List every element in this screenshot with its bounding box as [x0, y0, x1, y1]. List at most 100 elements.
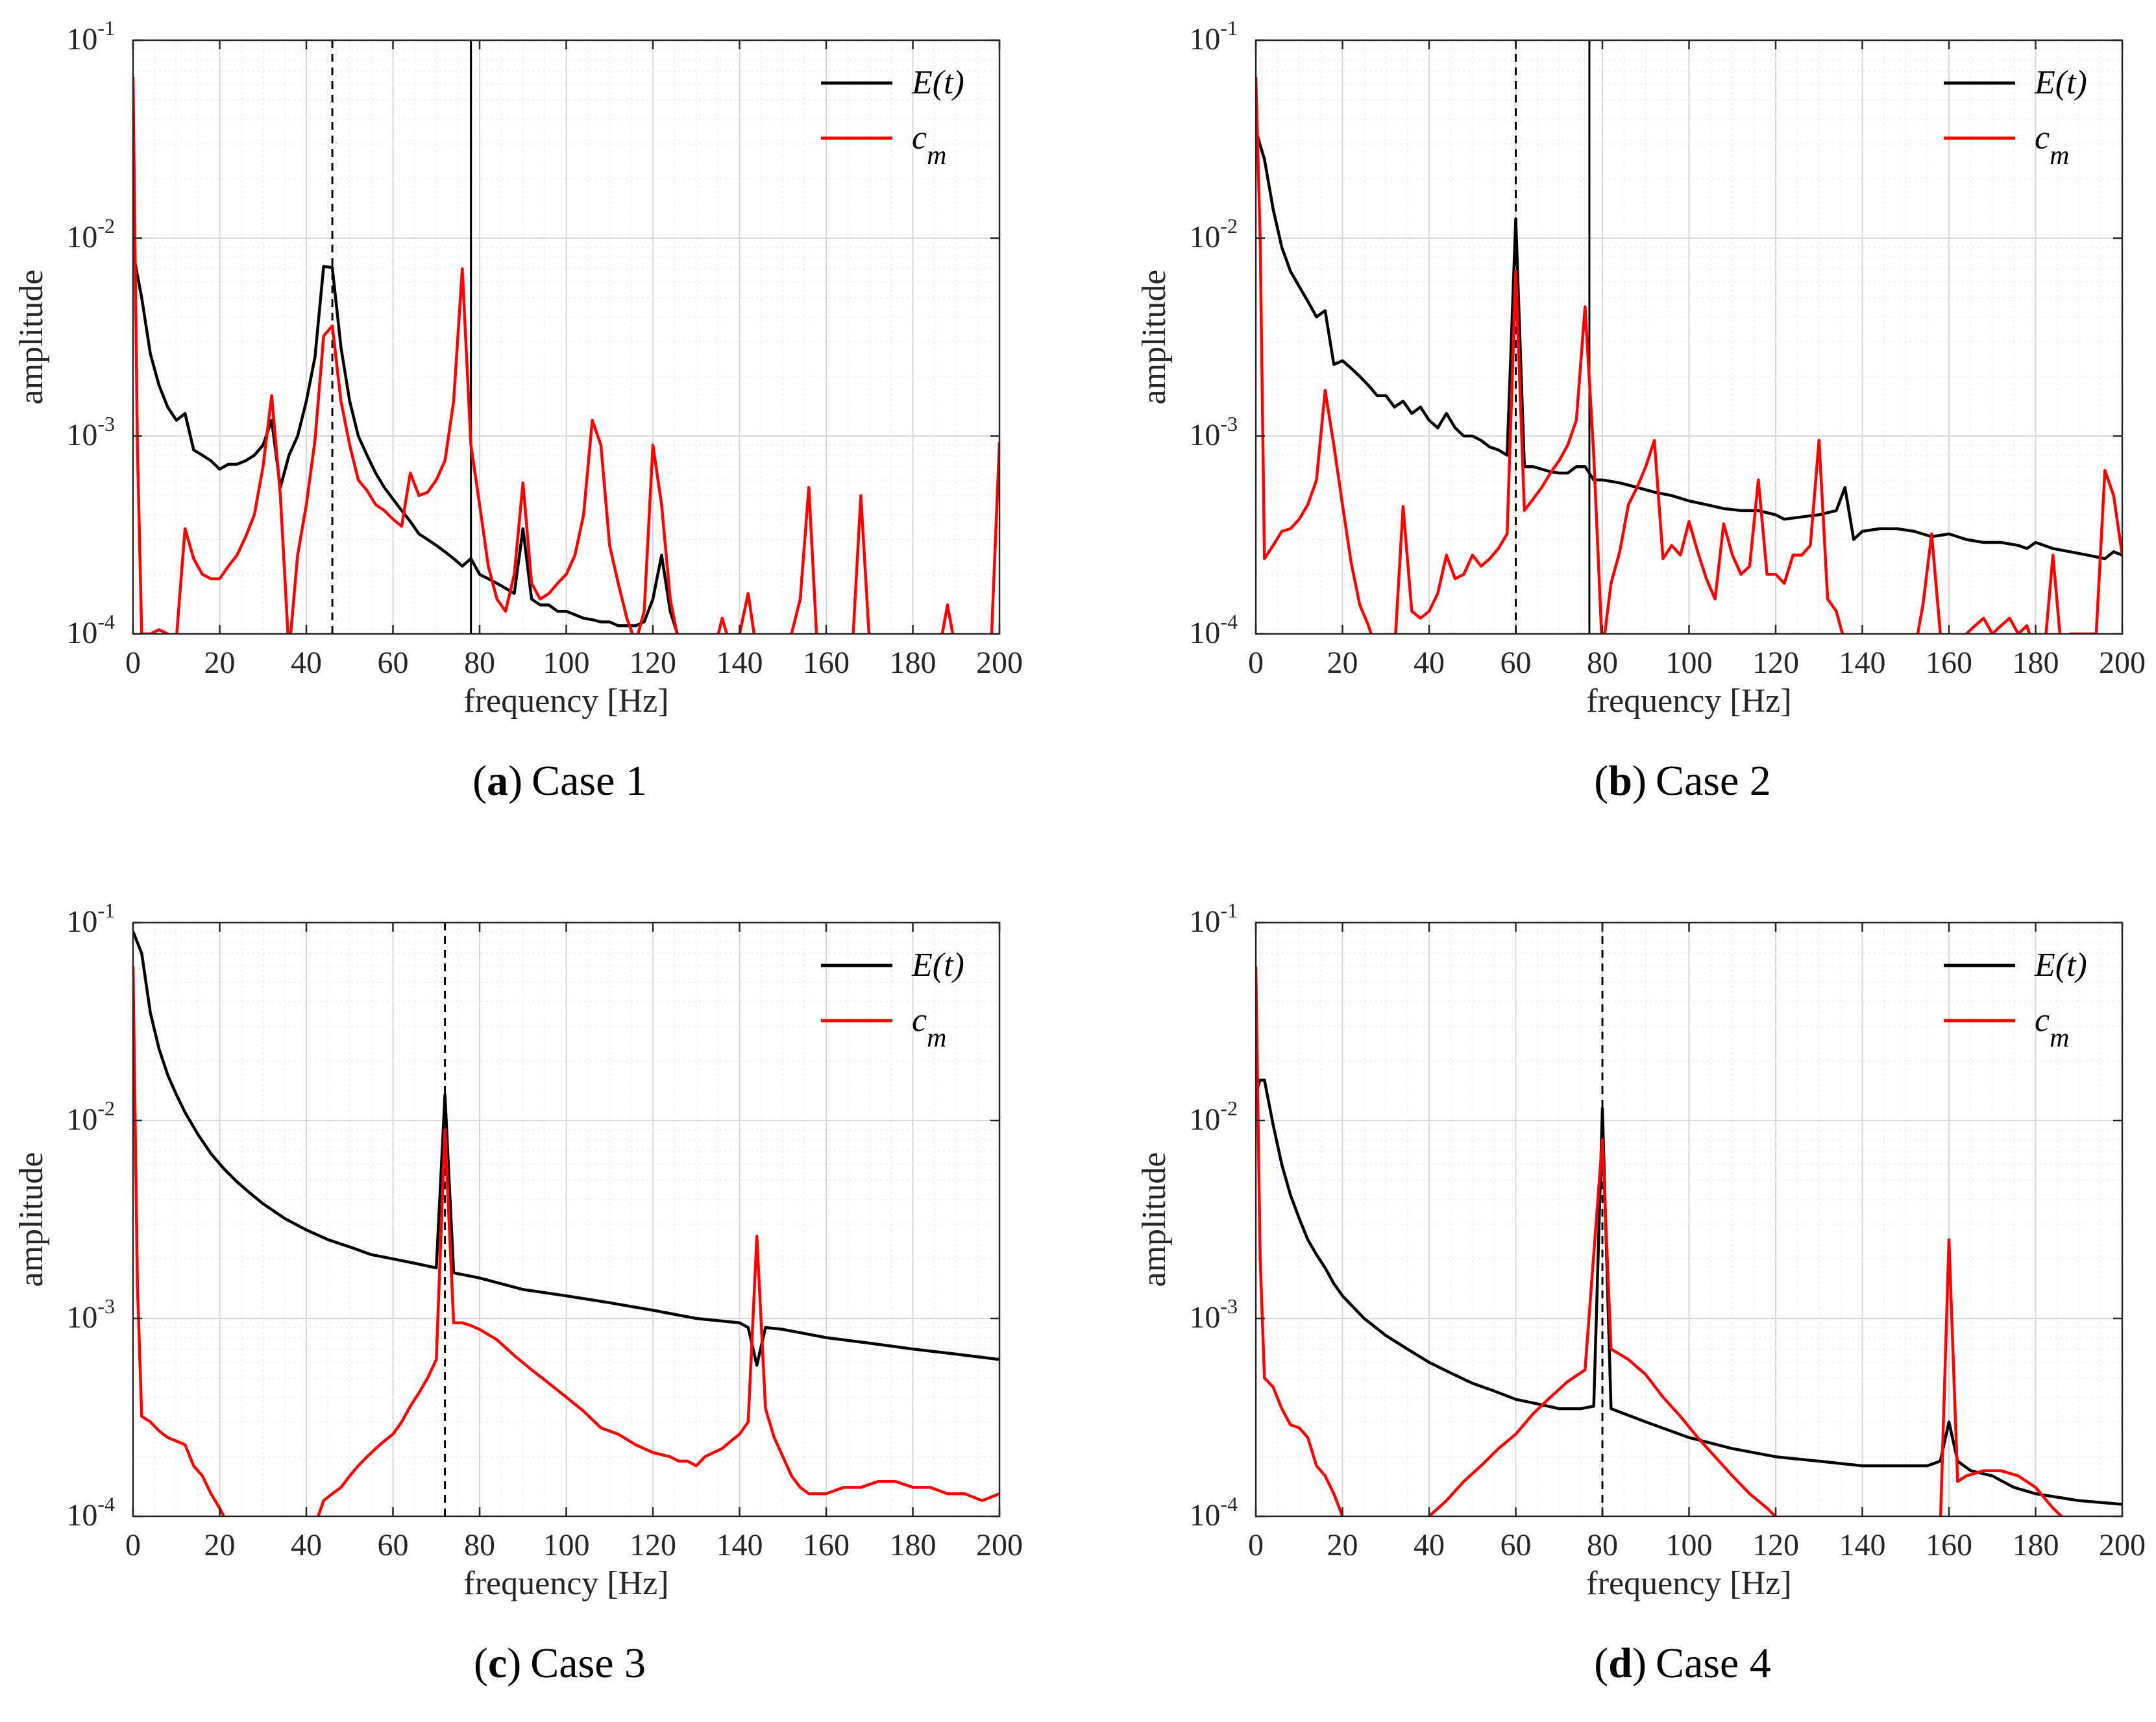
- x-tick-label: 0: [125, 1528, 141, 1562]
- reference-lines: [1515, 40, 1591, 634]
- y-tick-label: 10-3: [1189, 412, 1238, 452]
- x-axis-label: frequency [Hz]: [1586, 1565, 1791, 1602]
- y-tick-label: 10-1: [1189, 16, 1238, 56]
- y-tick-exponent: -1: [1220, 899, 1238, 922]
- legend-label-c-m: cm: [2035, 119, 2069, 171]
- legend-label-c-m: cm: [912, 119, 946, 171]
- y-tick-label: 10-1: [66, 16, 115, 56]
- caption-text: Case 4: [1656, 1640, 1771, 1687]
- x-tick-label: 160: [1926, 1528, 1972, 1562]
- x-tick-label: 140: [717, 1528, 763, 1562]
- y-tick-base: 10: [1189, 1102, 1220, 1137]
- x-tick-label: 160: [1926, 646, 1972, 680]
- y-tick-exponent: -3: [1220, 412, 1238, 435]
- grid: [133, 923, 999, 1516]
- legend-label-subscript: m: [927, 1023, 946, 1053]
- y-tick-label: 10-3: [1189, 1294, 1238, 1335]
- y-tick-base: 10: [1189, 22, 1220, 56]
- y-tick-exponent: -3: [97, 412, 115, 435]
- x-tick-label: 140: [1839, 1528, 1886, 1562]
- caption-text: Case 1: [532, 757, 647, 805]
- y-tick-label: 10-2: [1189, 1097, 1238, 1137]
- legend-label-main: c: [912, 1002, 927, 1039]
- chart-panel-d: 0 20 40 60 80 100 120 140 160 180 20010-410-310-21…: [1136, 899, 2146, 1687]
- x-tick-label: 40: [291, 1528, 322, 1562]
- y-tick-label: 10-1: [66, 899, 115, 939]
- caption-letter: a: [487, 757, 508, 805]
- y-tick-label: 10-4: [66, 1492, 115, 1533]
- panel-caption: (c) Case 3: [474, 1640, 646, 1687]
- x-tick-label: 60: [378, 1528, 409, 1562]
- x-tick-label: 40: [291, 646, 322, 680]
- legend-label-main: c: [2035, 119, 2050, 156]
- caption-close-paren: ): [507, 1640, 521, 1687]
- series-line-e-t: [1256, 1078, 2122, 1506]
- y-tick-label: 10-4: [66, 610, 115, 650]
- x-tick-label: 20: [204, 646, 236, 680]
- series-line-c-m: [133, 77, 999, 634]
- x-tick-label: 160: [803, 646, 850, 680]
- y-tick-base: 10: [66, 418, 97, 452]
- y-tick-exponent: -4: [1220, 610, 1238, 633]
- y-tick-exponent: -4: [97, 1492, 115, 1516]
- y-tick-base: 10: [1189, 1300, 1220, 1335]
- y-tick-base: 10: [66, 904, 97, 939]
- x-tick-label: 180: [2013, 646, 2059, 680]
- x-tick-label: 200: [976, 1528, 1023, 1562]
- y-tick-exponent: -2: [1220, 214, 1238, 237]
- y-tick-label: 10-2: [66, 214, 115, 254]
- y-tick-base: 10: [66, 1300, 97, 1335]
- x-tick-label: 180: [890, 646, 937, 680]
- y-tick-exponent: -1: [97, 899, 115, 922]
- caption-close-paren: ): [508, 757, 522, 805]
- axis-ticks: 0 20 40 60 80 100 120 140 160 180 20010-410-310-21…: [66, 899, 1023, 1562]
- legend-label-c-m: cm: [2035, 1002, 2069, 1053]
- x-tick-label: 0: [1248, 1528, 1264, 1562]
- legend-label-main: c: [912, 119, 927, 156]
- y-tick-label: 10-2: [66, 1097, 115, 1137]
- series-line-e-t: [133, 252, 680, 634]
- axis-ticks: 0 20 40 60 80 100 120 140 160 180 20010-410-310-21…: [1189, 16, 2146, 680]
- x-tick-label: 0: [125, 646, 141, 680]
- x-tick-label: 60: [378, 646, 409, 680]
- y-tick-base: 10: [1189, 904, 1220, 939]
- x-tick-label: 120: [1752, 1528, 1799, 1562]
- y-tick-base: 10: [66, 616, 97, 650]
- series-line-e-t: [1256, 130, 2122, 561]
- reference-lines: [331, 40, 472, 634]
- y-tick-exponent: -2: [97, 1097, 115, 1120]
- legend: E(t) cm: [1944, 64, 2087, 171]
- series-line-c-m: [1256, 77, 2122, 634]
- y-tick-base: 10: [1189, 220, 1220, 254]
- panel-caption: (b) Case 2: [1594, 757, 1770, 805]
- caption-open-paren: (: [472, 757, 487, 805]
- x-tick-label: 80: [464, 1528, 495, 1562]
- legend-label-main: c: [2035, 1002, 2050, 1039]
- panel-caption: (d) Case 4: [1594, 1640, 1770, 1687]
- series-lines: [1256, 966, 2122, 1516]
- series-lines: [133, 77, 999, 634]
- grid: [1256, 923, 2122, 1516]
- x-tick-label: 140: [717, 646, 763, 680]
- legend-label-main: E(t): [2034, 947, 2087, 984]
- axis-ticks: 0 20 40 60 80 100 120 140 160 180 20010-410-310-21…: [1189, 899, 2146, 1562]
- y-axis-label: amplitude: [13, 270, 50, 405]
- series-lines: [133, 931, 999, 1516]
- x-tick-label: 20: [1327, 646, 1358, 680]
- x-axis-label: frequency [Hz]: [463, 683, 668, 720]
- legend: E(t) cm: [821, 947, 964, 1053]
- y-tick-label: 10-2: [1189, 214, 1238, 254]
- y-tick-exponent: -2: [97, 214, 115, 237]
- axis-ticks: 0 20 40 60 80 100 120 140 160 180 20010-410-310-21…: [66, 16, 1023, 680]
- y-tick-base: 10: [66, 1498, 97, 1533]
- chart-panel-a: 0 20 40 60 80 100 120 140 160 180 20010-410-310-21…: [13, 16, 1023, 805]
- y-tick-base: 10: [1189, 616, 1220, 650]
- caption-open-paren: (: [1594, 1640, 1608, 1687]
- y-axis-label: amplitude: [1136, 1152, 1173, 1287]
- y-tick-label: 10-1: [1189, 899, 1238, 939]
- legend-label-main: E(t): [2034, 64, 2087, 101]
- grid: [133, 40, 999, 634]
- caption-close-paren: ): [1632, 757, 1647, 805]
- y-tick-exponent: -4: [97, 610, 115, 633]
